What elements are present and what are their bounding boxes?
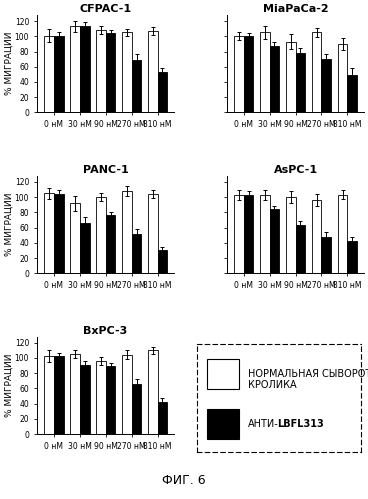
Title: MiaPaCa-2: MiaPaCa-2 — [263, 4, 328, 14]
Bar — [106, 366, 116, 434]
Bar — [269, 209, 279, 273]
Bar — [260, 32, 269, 112]
Bar — [122, 355, 132, 434]
Bar — [260, 195, 269, 273]
Bar — [106, 33, 116, 112]
Bar — [54, 356, 64, 434]
Title: CFPAC-1: CFPAC-1 — [79, 4, 132, 14]
Bar — [148, 31, 158, 112]
Bar — [148, 350, 158, 434]
Bar — [122, 191, 132, 273]
Title: AsPC-1: AsPC-1 — [273, 165, 318, 175]
Bar — [296, 53, 305, 112]
Bar — [54, 194, 64, 273]
Bar — [132, 235, 141, 273]
Text: КРОЛИКА: КРОЛИКА — [248, 380, 296, 390]
Bar — [44, 356, 54, 434]
Bar — [322, 238, 331, 273]
Bar — [244, 195, 254, 273]
Text: АНТИ-: АНТИ- — [248, 419, 279, 429]
Bar — [106, 216, 116, 273]
Bar — [347, 75, 357, 112]
Bar — [207, 359, 240, 389]
Bar — [269, 46, 279, 112]
Bar — [158, 402, 167, 434]
Bar — [244, 36, 254, 112]
Bar — [96, 30, 106, 112]
Bar — [312, 32, 322, 112]
Bar — [132, 60, 141, 112]
Bar — [234, 195, 244, 273]
Bar — [337, 44, 347, 112]
Bar — [79, 26, 89, 112]
Bar — [322, 59, 331, 112]
Title: PANC-1: PANC-1 — [83, 165, 128, 175]
Bar — [70, 26, 79, 112]
Bar — [70, 354, 79, 434]
Y-axis label: % МИГРАЦИИ: % МИГРАЦИИ — [4, 193, 13, 256]
Bar — [96, 197, 106, 273]
Bar — [337, 195, 347, 273]
Bar — [286, 41, 296, 112]
Bar — [234, 36, 244, 112]
Text: НОРМАЛЬНАЯ СЫВОРОТКА: НОРМАЛЬНАЯ СЫВОРОТКА — [248, 369, 368, 379]
Bar — [207, 409, 240, 439]
Bar — [132, 384, 141, 434]
Bar — [79, 365, 89, 434]
Bar — [158, 72, 167, 112]
Title: BxPC-3: BxPC-3 — [84, 326, 128, 336]
Bar — [70, 203, 79, 273]
Bar — [44, 35, 54, 112]
Bar — [148, 194, 158, 273]
Bar — [347, 242, 357, 273]
Bar — [286, 197, 296, 273]
Bar — [158, 250, 167, 273]
Y-axis label: % МИГРАЦИИ: % МИГРАЦИИ — [4, 354, 13, 417]
Y-axis label: % МИГРАЦИИ: % МИГРАЦИИ — [4, 32, 13, 95]
Text: LBFL313: LBFL313 — [277, 419, 324, 429]
Bar — [296, 226, 305, 273]
Bar — [44, 193, 54, 273]
Bar — [96, 361, 106, 434]
Bar — [79, 223, 89, 273]
Bar — [312, 200, 322, 273]
Bar — [122, 32, 132, 112]
Text: ФИГ. 6: ФИГ. 6 — [162, 474, 206, 487]
Bar — [54, 35, 64, 112]
